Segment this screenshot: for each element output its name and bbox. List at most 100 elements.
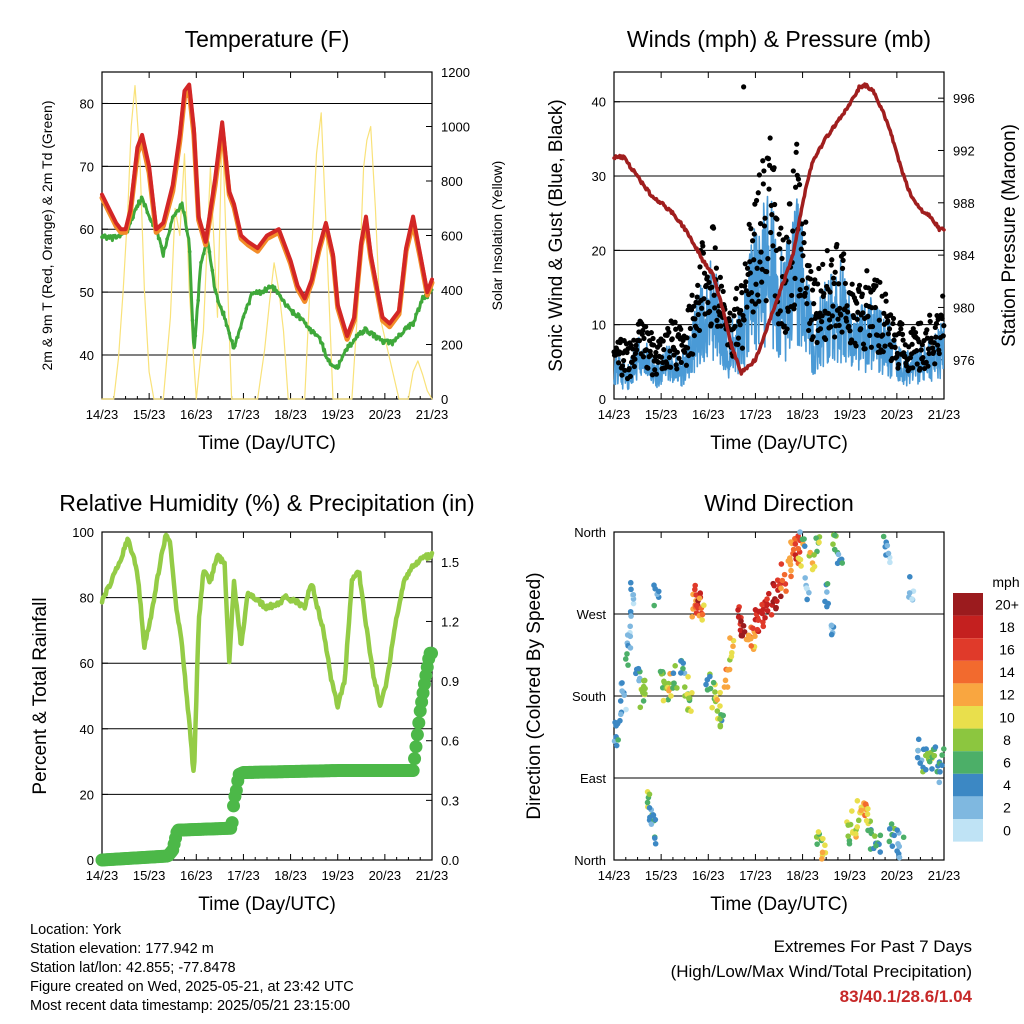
direction-point: [797, 556, 804, 563]
gust-point: [845, 309, 851, 315]
dewpoint-point: [190, 318, 195, 323]
direction-point: [725, 667, 731, 673]
x-axis-label: Time (Day/UTC): [198, 433, 336, 454]
gust-point: [762, 215, 768, 221]
rainfall-point: [425, 646, 439, 660]
gust-point: [876, 317, 882, 323]
gust-point: [854, 300, 860, 306]
dewpoint-point: [210, 268, 215, 273]
gust-point: [777, 308, 783, 314]
direction-point: [717, 703, 723, 709]
gust-point: [684, 335, 690, 341]
dewpoint-point: [374, 337, 379, 341]
gust-point: [800, 231, 807, 237]
dewpoint-point: [286, 305, 291, 310]
direction-point: [849, 808, 855, 814]
series-temp-9m: [99, 88, 435, 342]
rainfall-point: [227, 799, 241, 813]
direction-point: [774, 598, 780, 604]
gust-point: [634, 347, 640, 353]
direction-point: [672, 662, 678, 669]
direction-point: [907, 574, 913, 580]
x-tick-label: 17/23: [739, 407, 772, 422]
dewpoint-point: [306, 325, 311, 330]
dewpoint-point: [312, 330, 316, 335]
dewpoint-point: [334, 364, 339, 368]
x-tick-label: 18/23: [274, 868, 307, 883]
dewpoint-point: [298, 317, 302, 322]
gust-point: [918, 320, 924, 326]
y2-tick-label: 1000: [441, 120, 470, 135]
direction-point: [759, 601, 765, 608]
gust-point: [630, 346, 636, 352]
direction-point: [644, 799, 651, 806]
gust-point: [936, 350, 942, 357]
gust-point: [717, 274, 723, 280]
gust-point: [844, 303, 850, 309]
gust-point: [760, 181, 766, 187]
direction-point: [764, 607, 771, 614]
direction-point: [630, 600, 637, 607]
gust-point: [754, 265, 760, 271]
panel-direction: 14/23 15/23 16/23 17/23 18/23 19/23 20/23 21/23…: [524, 490, 1020, 915]
direction-point: [839, 560, 846, 566]
gust-point: [853, 343, 859, 349]
x-tick-label: 21/23: [928, 868, 961, 883]
dewpoint-point: [380, 338, 384, 342]
gust-point: [767, 135, 773, 141]
dewpoint-point: [281, 298, 285, 302]
dewpoint-point: [315, 333, 319, 338]
gust-point: [735, 335, 742, 341]
gust-point: [933, 320, 940, 327]
y2-tick-label: 400: [441, 283, 463, 298]
direction-point: [852, 831, 859, 837]
gust-point: [682, 349, 688, 355]
direction-point: [745, 636, 752, 643]
direction-point: [880, 533, 887, 540]
dewpoint-point: [405, 324, 410, 329]
y-tick-label: 40: [80, 722, 94, 737]
gust-point: [877, 279, 883, 285]
dewpoint-point: [292, 312, 297, 317]
gust-point: [810, 334, 816, 340]
colorbar-swatch: [953, 773, 983, 797]
gust-point: [843, 318, 850, 324]
colorbar-label: 14: [999, 664, 1015, 680]
gust-point: [727, 310, 733, 316]
dewpoint-point: [371, 335, 376, 339]
dewpoint-point: [168, 228, 172, 232]
direction-point: [854, 798, 861, 804]
dewpoint-point: [250, 291, 254, 295]
gust-point: [890, 315, 897, 322]
dewpoint-point: [202, 251, 206, 256]
gust-point: [658, 354, 665, 360]
direction-point: [750, 625, 756, 632]
gust-point: [919, 342, 925, 348]
gust-point: [804, 301, 810, 307]
direction-point: [657, 668, 664, 675]
direction-point: [835, 551, 842, 558]
direction-point: [754, 626, 761, 633]
gust-point: [856, 282, 863, 288]
panel-winds: 14/23 15/23 16/23 17/23 18/23 19/23 20/23 21/23…: [546, 26, 1020, 454]
direction-point: [887, 559, 893, 566]
gust-point: [765, 256, 771, 262]
dewpoint-point: [111, 234, 116, 238]
series-relative-humidity: [99, 532, 435, 774]
recent-data-timestamp: Most recent data timestamp: 2025/05/21 2…: [30, 998, 351, 1014]
dewpoint-point: [233, 343, 237, 348]
gust-point: [649, 372, 656, 378]
gust-point: [933, 334, 939, 340]
gust-point: [744, 304, 750, 310]
gust-point: [859, 291, 865, 297]
gust-point: [835, 281, 842, 287]
direction-point: [855, 817, 862, 824]
direction-point: [804, 596, 810, 603]
gust-point: [708, 321, 714, 327]
direction-point: [692, 582, 699, 589]
gust-point: [712, 245, 718, 251]
gust-point: [706, 279, 712, 286]
x-tick-label: 16/23: [180, 868, 213, 883]
direction-point: [709, 704, 715, 711]
direction-point: [693, 602, 700, 609]
